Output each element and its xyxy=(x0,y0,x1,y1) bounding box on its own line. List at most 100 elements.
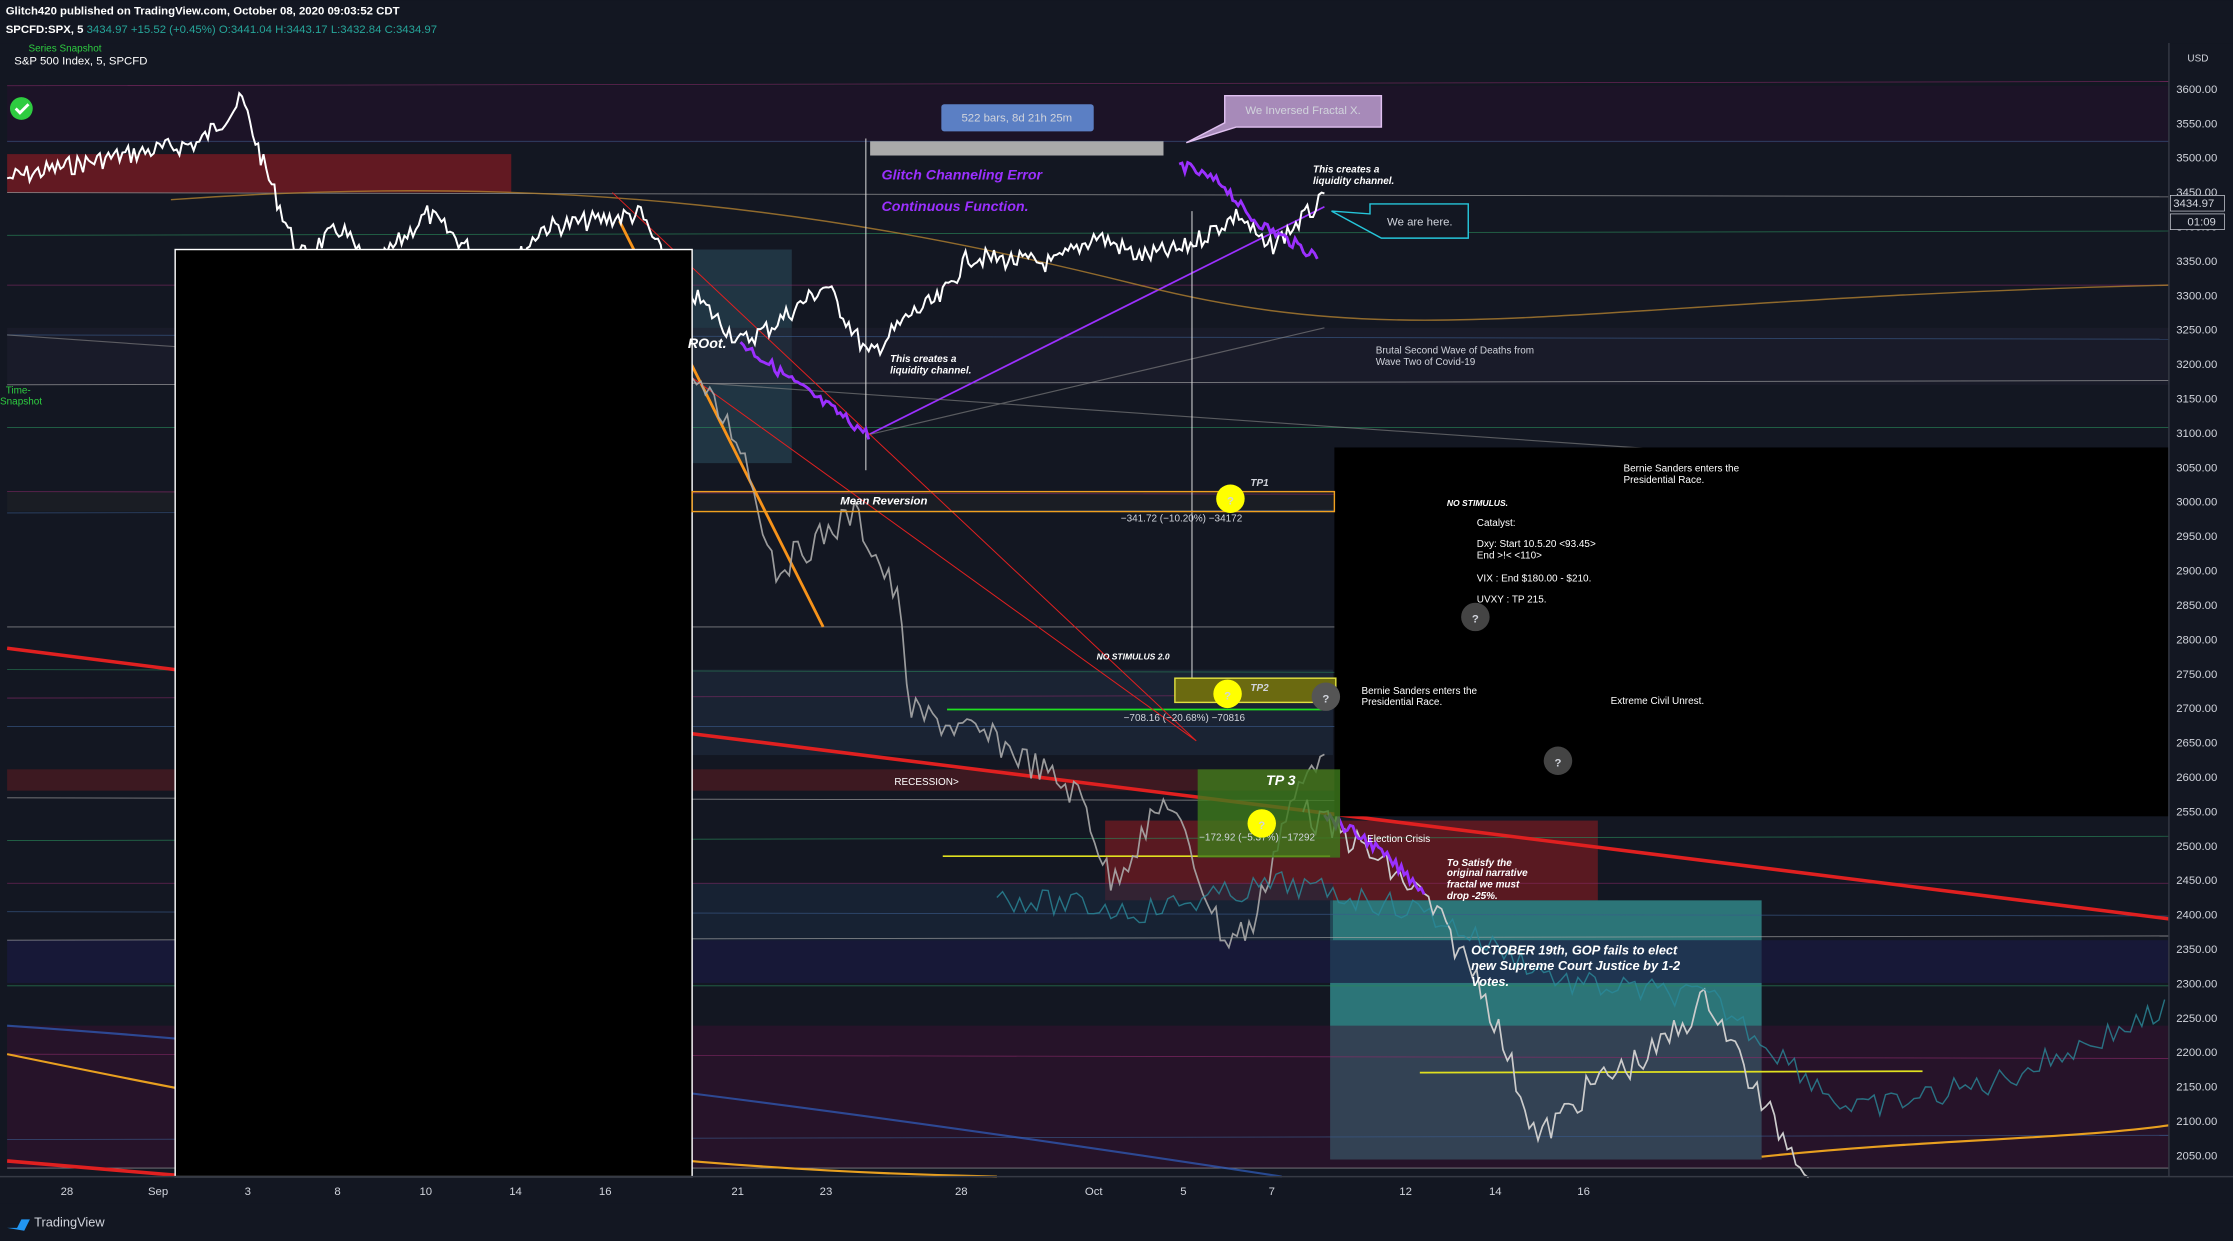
price-tag xyxy=(2169,195,2225,212)
note: liquidity channel. xyxy=(1313,176,1394,187)
status-icon[interactable] xyxy=(9,97,33,120)
time-labels: 28 Sep 3 8 10 14 16 21 23 28 Oct 5 7 12 14 16 xyxy=(61,1186,1590,1198)
price-label: 2950.00 xyxy=(2176,531,2217,543)
note: Extreme Civil Unrest. xyxy=(1611,696,1704,707)
date-label: 23 xyxy=(820,1186,833,1198)
drawing xyxy=(612,192,1197,742)
drawing xyxy=(739,341,871,440)
question-icon xyxy=(1543,746,1573,776)
note: Time- xyxy=(6,385,31,396)
tp1-zone xyxy=(691,490,1336,513)
note: End >!< <110> xyxy=(1477,551,1542,562)
high: H:3443.17 xyxy=(275,24,328,36)
price-label: 2250.00 xyxy=(2176,1013,2217,1025)
note: Votes. xyxy=(1471,974,1509,989)
price-label: 3550.00 xyxy=(2176,118,2217,130)
check xyxy=(14,103,30,115)
note: Mean Reversion xyxy=(840,495,927,507)
price-label: 2600.00 xyxy=(2176,772,2217,784)
note: Continuous Function. xyxy=(882,199,1029,215)
note: Presidential Race. xyxy=(1361,697,1442,708)
header xyxy=(0,0,2233,44)
price-label: 3250.00 xyxy=(2176,325,2217,337)
price-label: 2150.00 xyxy=(2176,1082,2217,1094)
date-label: 5 xyxy=(1180,1186,1186,1198)
snapshot: Series Snapshot xyxy=(28,44,101,55)
note: NO STIMULUS 2.0 xyxy=(1097,652,1170,662)
tp2-zone xyxy=(1174,677,1337,704)
open: O:3441.04 xyxy=(219,24,272,36)
callout xyxy=(1185,95,1383,144)
date-label: 12 xyxy=(1399,1186,1412,1198)
guide xyxy=(7,192,2169,198)
drawing xyxy=(6,646,176,672)
note: This creates a xyxy=(890,354,957,365)
countdown: 01:09 xyxy=(2187,216,2215,228)
note: TP1 xyxy=(1250,478,1268,489)
date-label: 16 xyxy=(599,1186,612,1198)
date-label: 8 xyxy=(334,1186,340,1198)
date-label: 10 xyxy=(419,1186,432,1198)
question-text: ? xyxy=(1322,693,1329,705)
logo xyxy=(7,1219,30,1231)
zone xyxy=(692,883,1333,941)
price-label: 3300.00 xyxy=(2176,290,2217,302)
price-label: 2650.00 xyxy=(2176,738,2217,750)
drawing xyxy=(868,206,1325,436)
date-label: 3 xyxy=(245,1186,251,1198)
price-label: 3000.00 xyxy=(2176,497,2217,509)
black-box xyxy=(174,248,693,1178)
question-icon xyxy=(1311,682,1341,711)
price-label: 3050.00 xyxy=(2176,462,2217,474)
price-label: 2100.00 xyxy=(2176,1116,2217,1128)
last: 3434.97 xyxy=(87,24,128,36)
question-icon xyxy=(1461,602,1490,632)
price-label: 2850.00 xyxy=(2176,600,2217,612)
note: TP 3 xyxy=(1266,773,1296,789)
question-icon xyxy=(1247,809,1276,838)
bars-label-box xyxy=(941,104,1094,132)
drawing xyxy=(6,1159,176,1177)
bars-label: 522 bars, 8d 21h 25m xyxy=(961,112,1072,124)
currency: USD xyxy=(2187,54,2208,65)
drawing xyxy=(691,731,2170,921)
date-label: 28 xyxy=(61,1186,74,1198)
publisher: Glitch420 published on TradingView.com, … xyxy=(6,6,400,18)
note: This creates a xyxy=(1313,165,1380,176)
symbol: SPCFD:SPX, 5 xyxy=(6,24,84,36)
question-icon xyxy=(1213,679,1242,709)
price-labels: 3600.003550.003500.003450.003400.003350.… xyxy=(2176,84,2217,1163)
question-text: ? xyxy=(1472,614,1479,626)
price-label: 3500.00 xyxy=(2176,153,2217,165)
date-label: Oct xyxy=(1085,1186,1104,1198)
price-label: 2550.00 xyxy=(2176,806,2217,818)
price-label: 2300.00 xyxy=(2176,978,2217,990)
drawing xyxy=(865,138,1193,699)
drawing xyxy=(1323,812,1426,895)
drawing xyxy=(1178,160,1319,260)
price-label: 3600.00 xyxy=(2176,84,2217,96)
drawing xyxy=(691,377,1325,950)
price-label: 3150.00 xyxy=(2176,394,2217,406)
black-box xyxy=(1334,447,2169,817)
note: RECESSION> xyxy=(894,777,959,788)
note: TP2 xyxy=(1250,683,1269,694)
price-label: 2050.00 xyxy=(2176,1150,2217,1162)
price-label: 2200.00 xyxy=(2176,1047,2217,1059)
question-markers: ?????? xyxy=(1213,484,1573,838)
note: OCTOBER 19th, GOP fails to elect xyxy=(1471,942,1678,957)
close: C:3434.97 xyxy=(385,24,438,36)
question-text: ? xyxy=(1224,691,1231,703)
callout xyxy=(1331,203,1469,239)
price-label: 3100.00 xyxy=(2176,428,2217,440)
chart-title: S&P 500 Index, 5, SPCFD xyxy=(14,55,147,67)
note: −708.16 (−20.68%) −70816 xyxy=(1124,713,1246,724)
annotations: 522 bars, 8d 21h 25m We Inversed Fractal… xyxy=(0,95,1740,989)
note: Bernie Sanders enters the xyxy=(1623,464,1739,475)
note: VIX : End $180.00 - $210. xyxy=(1477,573,1592,584)
date-label: 21 xyxy=(731,1186,744,1198)
note: Catalyst: xyxy=(1477,518,1516,529)
date-label: 28 xyxy=(955,1186,968,1198)
note: Brutal Second Wave of Deaths from xyxy=(1376,345,1534,356)
price-label: 2350.00 xyxy=(2176,944,2217,956)
